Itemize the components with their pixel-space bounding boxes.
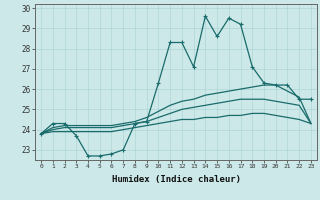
X-axis label: Humidex (Indice chaleur): Humidex (Indice chaleur) [111,175,241,184]
